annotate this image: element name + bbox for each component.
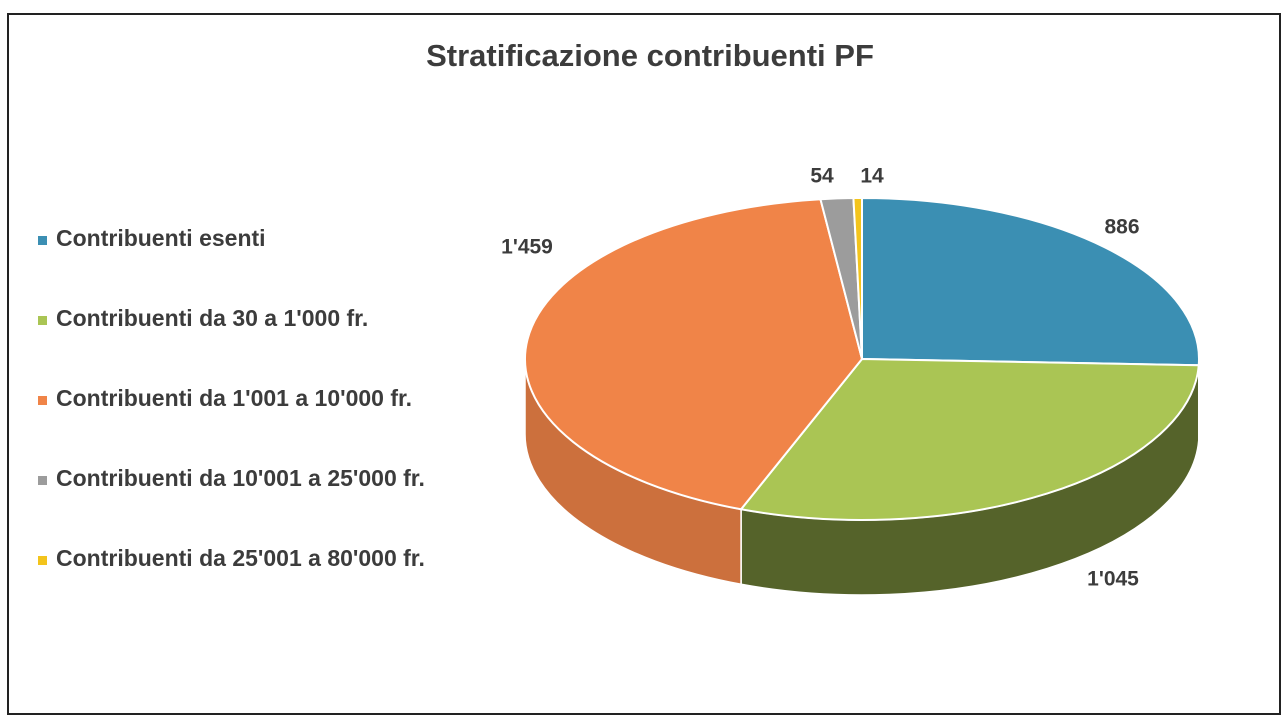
legend-marker [38, 236, 47, 245]
legend-label: Contribuenti da 30 a 1'000 fr. [56, 305, 368, 331]
data-label: 1'459 [501, 236, 553, 259]
legend-marker [38, 556, 47, 565]
legend-label: Contribuenti da 25'001 a 80'000 fr. [56, 545, 425, 571]
chart-title: Stratificazione contribuenti PF [426, 38, 874, 73]
legend-label: Contribuenti da 1'001 a 10'000 fr. [56, 385, 412, 411]
legend-marker [38, 316, 47, 325]
data-label: 14 [860, 165, 884, 188]
legend-marker [38, 476, 47, 485]
legend-label: Contribuenti da 10'001 a 25'000 fr. [56, 465, 425, 491]
legend-label: Contribuenti esenti [56, 225, 266, 251]
legend-marker [38, 396, 47, 405]
data-label: 886 [1104, 216, 1139, 239]
data-label: 1'045 [1087, 568, 1139, 591]
data-label: 54 [810, 165, 834, 188]
